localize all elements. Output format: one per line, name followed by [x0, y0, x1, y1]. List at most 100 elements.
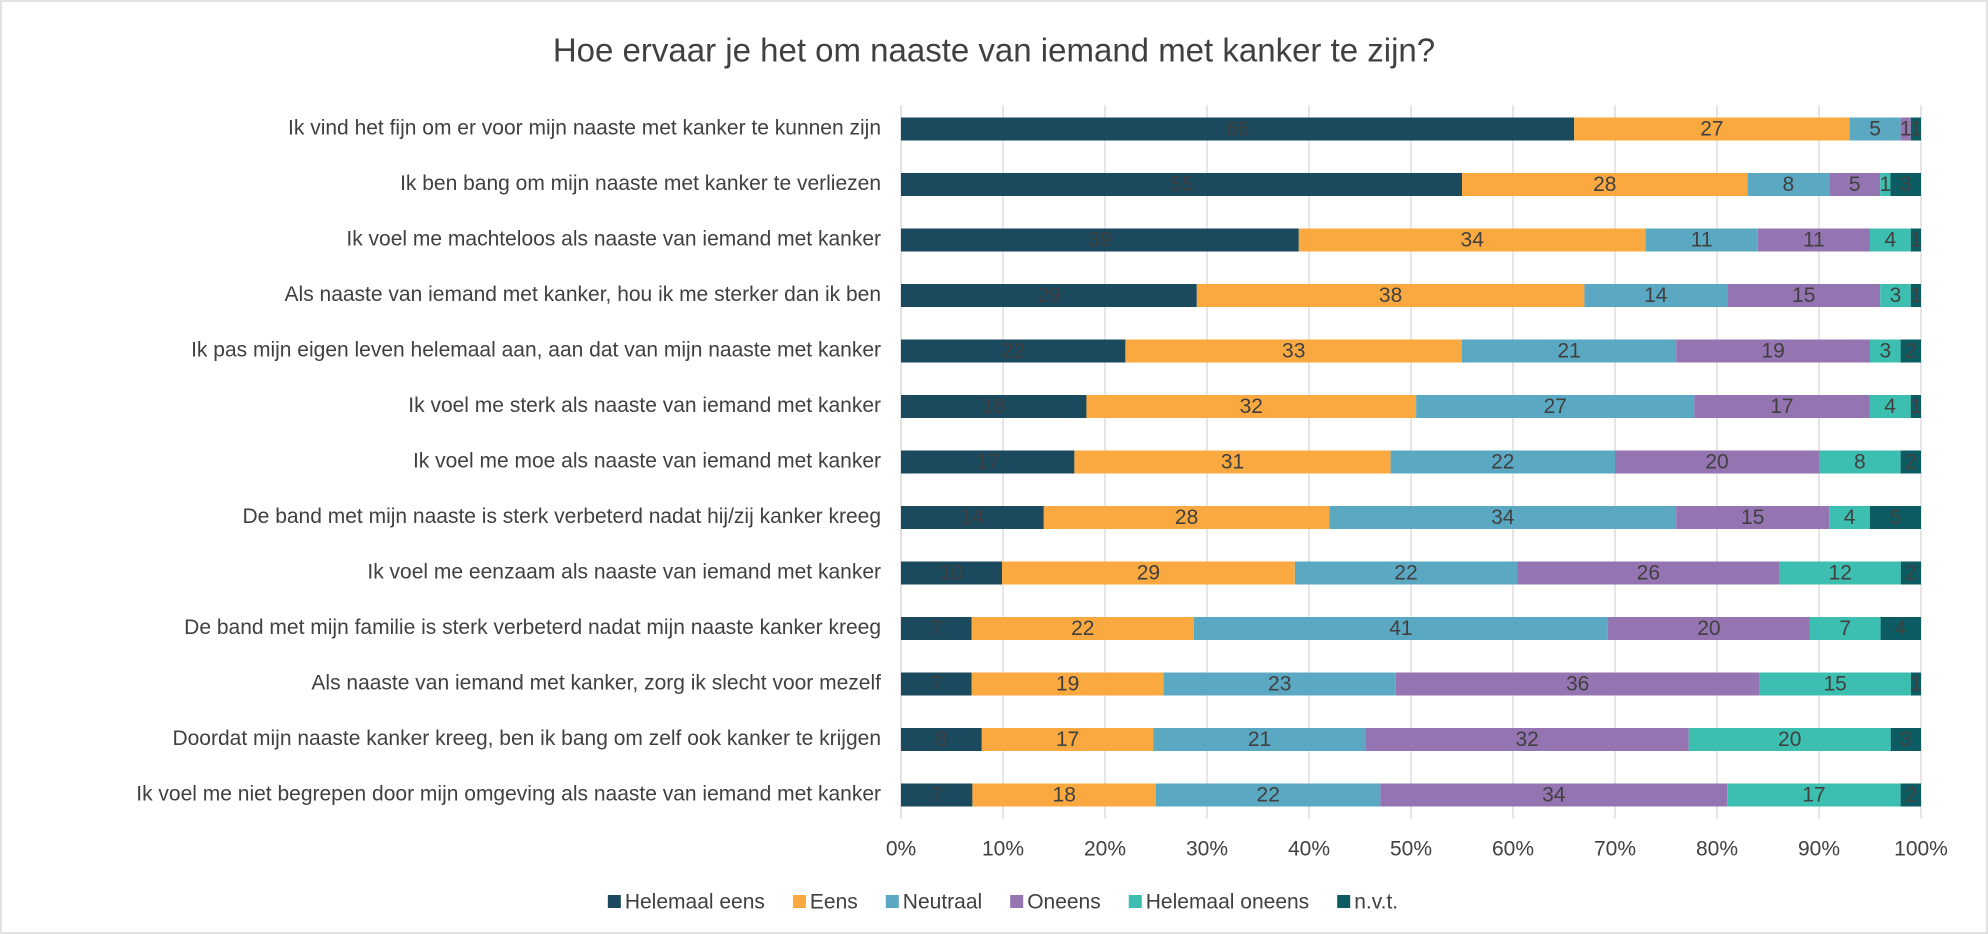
- bar-segment: [1829, 506, 1870, 529]
- data-label: 2: [1905, 562, 1917, 585]
- data-label: 4: [1885, 229, 1897, 252]
- bar-segment: [1910, 672, 1921, 696]
- category-label: Ik voel me sterk als naaste van iemand m…: [408, 394, 881, 417]
- legend-label: Helemaal eens: [625, 891, 765, 914]
- legend-label: Neutraal: [903, 891, 982, 914]
- data-label: 20: [1778, 728, 1801, 751]
- data-label: 3: [1900, 173, 1912, 196]
- data-label: 18: [1053, 784, 1076, 807]
- bar-segment: [1727, 783, 1901, 807]
- bar-segment: [901, 173, 1462, 196]
- data-label: 8: [1854, 451, 1866, 474]
- legend-swatch: [885, 895, 899, 908]
- category-label: De band met mijn familie is sterk verbet…: [184, 616, 881, 639]
- bar-segment: [1574, 117, 1850, 141]
- data-label: 15: [1792, 284, 1815, 307]
- data-label: 1: [1910, 673, 1922, 696]
- legend-swatch: [792, 895, 806, 908]
- data-label: 1: [1900, 118, 1912, 141]
- data-label: 8: [936, 728, 948, 751]
- bar-segment: [901, 117, 1575, 141]
- bar-segment: [971, 617, 1194, 640]
- data-label: 41: [1389, 617, 1412, 640]
- bar-segment: [1390, 450, 1615, 474]
- bar-segment: [1880, 617, 1921, 640]
- data-label: 66: [1226, 118, 1249, 141]
- data-label: 22: [1394, 562, 1417, 585]
- data-label: 26: [1637, 562, 1660, 585]
- category-label: Ik voel me machteloos als naaste van iem…: [346, 228, 881, 251]
- bar-segment: [1890, 728, 1921, 751]
- category-label: Ik pas mijn eigen leven helemaal aan, aa…: [191, 339, 881, 362]
- category-label: Ik voel me moe als naaste van iemand met…: [413, 450, 881, 473]
- data-label: 19: [1761, 340, 1784, 363]
- bar-segment: [1365, 728, 1689, 751]
- bar-segment: [1517, 561, 1780, 585]
- data-label: 4: [1895, 617, 1907, 640]
- bar-segment: [1809, 617, 1881, 640]
- bar-segment: [1870, 228, 1911, 252]
- bar-segment: [1870, 506, 1921, 529]
- data-label: 11: [1691, 229, 1713, 252]
- data-label: 2: [1905, 340, 1917, 363]
- data-label: 7: [931, 784, 943, 807]
- data-label: 14: [961, 506, 985, 529]
- bar-segment: [901, 783, 973, 807]
- data-label: 23: [1268, 673, 1291, 696]
- bar-segment: [1615, 450, 1819, 474]
- x-tick-label: 10%: [982, 838, 1024, 861]
- data-label: 7: [931, 617, 943, 640]
- chart-title: Hoe ervaar je het om naaste van iemand m…: [553, 32, 1435, 69]
- bar-segment: [1900, 450, 1921, 474]
- bar-segment: [1001, 561, 1295, 585]
- data-label: 20: [1705, 451, 1728, 474]
- bar-segment: [1727, 284, 1881, 307]
- category-label: Als naaste van iemand met kanker, zorg i…: [311, 672, 881, 695]
- data-label: 1: [1910, 229, 1922, 252]
- bar-segment: [1043, 506, 1330, 529]
- data-label: 17: [1802, 784, 1825, 807]
- data-label: 1: [1879, 173, 1891, 196]
- data-label: 22: [1002, 340, 1025, 363]
- category-label: Ik ben bang om mijn naaste met kanker te…: [400, 172, 881, 195]
- bar-segment: [1747, 173, 1830, 196]
- data-label: 19: [1056, 673, 1079, 696]
- data-label: 28: [1593, 173, 1616, 196]
- legend-label: n.v.t.: [1354, 891, 1398, 914]
- data-label: 55: [1170, 173, 1193, 196]
- data-label: 15: [1741, 506, 1764, 529]
- bar-segment: [1910, 395, 1921, 418]
- bar-segment: [1829, 173, 1881, 196]
- data-label: 34: [1542, 784, 1566, 807]
- data-label: 4: [1844, 506, 1856, 529]
- bar-segment: [1086, 395, 1417, 418]
- data-label: 3: [1900, 728, 1912, 751]
- bar-segment: [1584, 284, 1728, 307]
- bar-segment: [901, 450, 1075, 474]
- data-label: 22: [1071, 617, 1094, 640]
- bar-segment: [1462, 339, 1677, 363]
- data-label: 17: [1770, 395, 1793, 418]
- legend-label: Helemaal oneens: [1146, 891, 1309, 914]
- data-label: 2: [1905, 784, 1917, 807]
- bar-segment: [901, 506, 1044, 529]
- bar-segment: [1607, 617, 1810, 640]
- data-label: 36: [1566, 673, 1589, 696]
- bar-segment: [1910, 284, 1921, 307]
- bar-segment: [1676, 506, 1830, 529]
- legend-swatch: [607, 895, 621, 908]
- data-label: 8: [1783, 173, 1795, 196]
- data-label: 12: [1829, 562, 1852, 585]
- data-label: 4: [1884, 395, 1896, 418]
- bar-segment: [1900, 561, 1921, 585]
- data-label: 32: [1240, 395, 1263, 418]
- bar-segment: [1757, 228, 1870, 252]
- bar-segment: [1779, 561, 1901, 585]
- data-label: 1: [1910, 284, 1922, 307]
- data-label: 2: [1905, 451, 1917, 474]
- data-label: 5: [1849, 173, 1861, 196]
- x-tick-label: 0%: [886, 838, 916, 861]
- bar-segment: [1900, 339, 1921, 363]
- data-label: 7: [1839, 617, 1851, 640]
